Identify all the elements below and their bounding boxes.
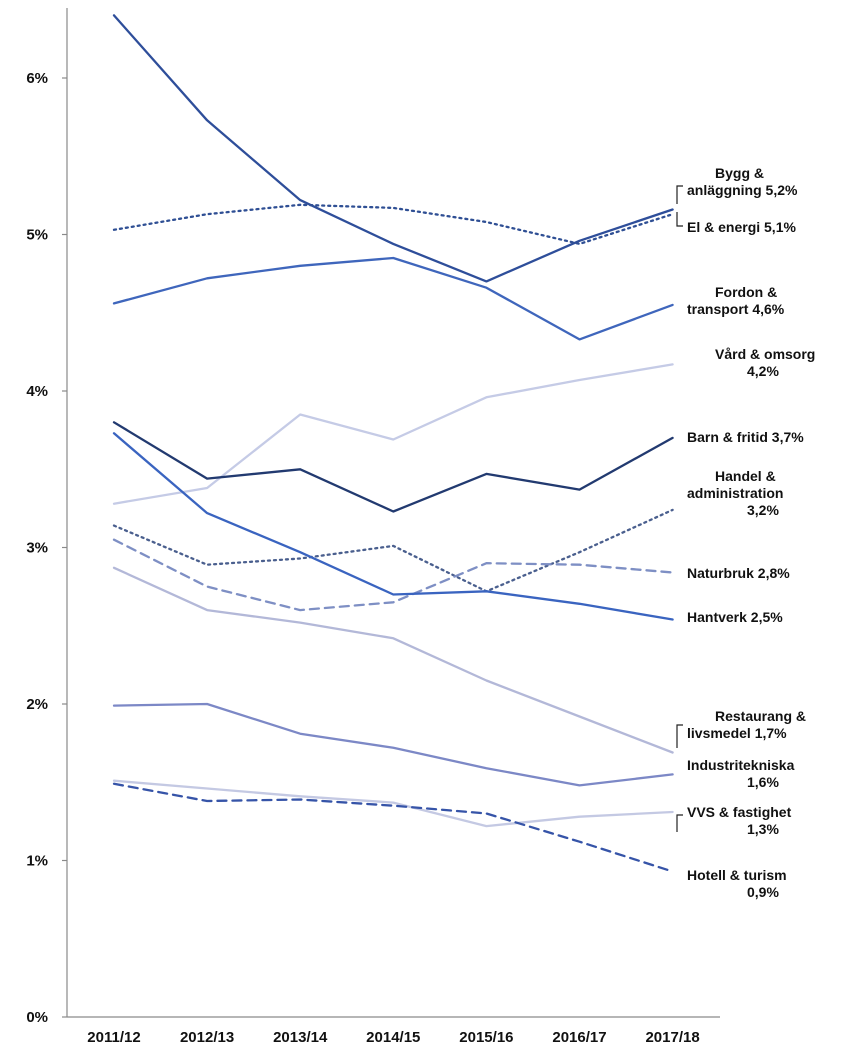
- series-label-line: Industritekniska: [687, 757, 795, 773]
- series-label-line: Hotell & turism: [687, 867, 787, 883]
- series-label-line: Bygg &: [715, 165, 764, 181]
- series-line-8: [112, 566, 674, 754]
- series-label-line: Fordon &: [715, 284, 777, 300]
- y-tick-label: 2%: [26, 696, 48, 713]
- series-line-1: [112, 203, 674, 246]
- label-bracket-el: [676, 212, 683, 227]
- series-label-3: Vård & omsorg 4,2%: [715, 346, 815, 379]
- series-label-line: Hantverk 2,5%: [687, 609, 783, 625]
- series-label-2: Fordon & transport 4,6%: [687, 284, 785, 317]
- series-label-line: 0,9%: [747, 884, 779, 900]
- y-tick-label: 6%: [26, 70, 48, 87]
- series-label-9: Industritekniska 1,6%: [687, 757, 795, 790]
- series-label-7: Hantverk 2,5%: [687, 609, 783, 625]
- series-label-8: Restaurang & livsmedel 1,7%: [687, 708, 806, 741]
- x-tick-label: 2016/17: [552, 1029, 606, 1046]
- series-label-line: Handel &: [715, 468, 776, 484]
- label-bracket-restaurang: [676, 724, 683, 748]
- series-lines: [112, 14, 674, 873]
- x-tick-label: 2014/15: [366, 1029, 420, 1046]
- series-label-line: Barn & fritid 3,7%: [687, 429, 804, 445]
- x-tick-label: 2015/16: [459, 1029, 513, 1046]
- series-label-line: transport 4,6%: [687, 301, 785, 317]
- series-line-3: [112, 363, 674, 505]
- series-line-11: [112, 782, 674, 873]
- x-tick-label: 2017/18: [645, 1029, 699, 1046]
- series-line-10: [112, 779, 674, 828]
- series-line-5: [112, 508, 674, 593]
- series-label-line: El & energi 5,1%: [687, 219, 796, 235]
- label-bracket-vvs: [676, 814, 683, 832]
- series-labels: Bygg & anläggning 5,2% El & energi 5,1% For…: [676, 165, 815, 900]
- y-tick-label: 0%: [26, 1009, 48, 1026]
- y-tick-label: 4%: [26, 383, 48, 400]
- series-label-line: 1,6%: [747, 774, 779, 790]
- series-label-line: 1,3%: [747, 821, 779, 837]
- series-line-7: [112, 432, 674, 621]
- y-tick-label: 3%: [26, 540, 48, 557]
- series-label-10: VVS & fastighet 1,3%: [687, 804, 792, 837]
- series-line-0: [112, 14, 674, 283]
- series-label-line: 4,2%: [747, 363, 779, 379]
- series-label-line: Naturbruk 2,8%: [687, 565, 790, 581]
- series-line-9: [112, 702, 674, 787]
- axes: 0% 1% 2% 3% 4% 5% 6% 2011/12 2012/13 2013/14 2014/…: [26, 8, 720, 1046]
- series-label-4: Barn & fritid 3,7%: [687, 429, 804, 445]
- series-line-4: [112, 421, 674, 513]
- series-line-6: [112, 538, 674, 612]
- x-tick-label: 2012/13: [180, 1029, 234, 1046]
- x-tick-label: 2013/14: [273, 1029, 328, 1046]
- x-tick-label: 2011/12: [87, 1029, 140, 1046]
- series-label-line: Vård & omsorg: [715, 346, 815, 362]
- series-line-2: [112, 256, 674, 341]
- series-label-line: livsmedel 1,7%: [687, 725, 787, 741]
- label-bracket-bygg: [676, 185, 683, 204]
- series-label-1: El & energi 5,1%: [687, 219, 796, 235]
- series-label-line: Restaurang &: [715, 708, 806, 724]
- series-label-11: Hotell & turism 0,9%: [687, 867, 787, 900]
- series-label-line: VVS & fastighet: [687, 804, 792, 820]
- series-label-line: 3,2%: [747, 502, 779, 518]
- y-tick-label: 5%: [26, 227, 48, 244]
- series-label-6: Naturbruk 2,8%: [687, 565, 790, 581]
- series-label-5: Handel & administration 3,2%: [687, 468, 783, 518]
- series-label-line: anläggning 5,2%: [687, 182, 798, 198]
- y-tick-label: 1%: [26, 853, 48, 870]
- series-label-line: administration: [687, 485, 783, 501]
- series-label-0: Bygg & anläggning 5,2%: [687, 165, 798, 198]
